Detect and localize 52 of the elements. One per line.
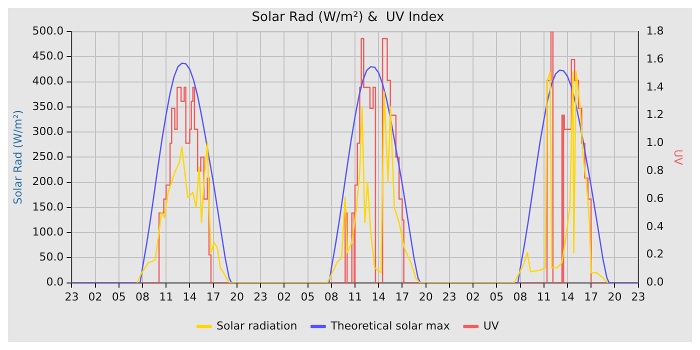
x-tick-label: 05 bbox=[112, 290, 126, 304]
y-tick-label: 500.0 bbox=[32, 24, 64, 38]
x-tick-label: 11 bbox=[536, 290, 551, 304]
y-tick-label: 250.0 bbox=[32, 150, 64, 164]
y2-tick-label: 0.0 bbox=[646, 276, 664, 289]
x-tick-label: 08 bbox=[513, 290, 528, 304]
y2-tick-label: 0.8 bbox=[646, 164, 664, 178]
x-tick-label: 14 bbox=[560, 290, 574, 304]
y2-tick-label: 1.0 bbox=[646, 136, 664, 150]
y2-tick-label: 0.6 bbox=[646, 192, 664, 205]
y-tick-label: 100.0 bbox=[32, 225, 64, 238]
y-tick-label: 400.0 bbox=[32, 74, 64, 88]
legend-label: UV bbox=[483, 319, 500, 332]
y-tick-label: 300.0 bbox=[32, 124, 64, 138]
y-tick-label: 200.0 bbox=[32, 175, 64, 188]
x-tick-label: 08 bbox=[324, 290, 338, 304]
x-tick-label: 20 bbox=[608, 290, 622, 304]
x-tick-label: 23 bbox=[254, 290, 268, 304]
x-tick-label: 08 bbox=[136, 290, 150, 304]
legend-label: Theoretical solar max bbox=[330, 319, 450, 332]
x-tick-label: 23 bbox=[64, 290, 79, 304]
x-tick-label: 20 bbox=[418, 290, 433, 304]
x-tick-label: 23 bbox=[631, 290, 646, 304]
y-tick-label: 350.0 bbox=[32, 100, 64, 113]
y-tick-label: 50.0 bbox=[39, 250, 64, 264]
x-tick-label: 14 bbox=[182, 290, 197, 304]
y-tick-label: 0.0 bbox=[46, 276, 64, 289]
y-axis-title: Solar Rad (W/m²) bbox=[11, 110, 24, 204]
x-tick-label: 05 bbox=[300, 290, 315, 304]
x-tick-label: 02 bbox=[277, 290, 292, 304]
x-tick-label: 23 bbox=[442, 290, 456, 304]
x-tick-label: 17 bbox=[206, 290, 220, 304]
x-tick-label: 14 bbox=[372, 290, 386, 304]
y2-tick-label: 1.2 bbox=[646, 108, 664, 122]
y2-tick-label: 1.8 bbox=[646, 24, 664, 38]
x-tick-label: 11 bbox=[348, 290, 362, 304]
y2-tick-label: 1.4 bbox=[646, 80, 664, 94]
x-tick-label: 17 bbox=[395, 290, 410, 304]
y2-tick-label: 1.6 bbox=[646, 52, 664, 66]
y2-axis-title: UV bbox=[672, 149, 685, 166]
y2-tick-label: 0.4 bbox=[646, 220, 664, 233]
x-tick-label: 11 bbox=[159, 290, 174, 304]
legend-label: Solar radiation bbox=[216, 319, 298, 332]
x-tick-label: 05 bbox=[490, 290, 504, 304]
x-tick-label: 20 bbox=[230, 290, 244, 304]
x-tick-label: 17 bbox=[584, 290, 598, 304]
x-tick-label: 02 bbox=[466, 290, 480, 304]
y-tick-label: 150.0 bbox=[32, 200, 64, 214]
chart-title: Solar Rad (W/m²) & UV Index bbox=[252, 10, 445, 26]
x-tick-label: 02 bbox=[88, 290, 102, 304]
y-tick-label: 450.0 bbox=[32, 50, 64, 63]
y2-tick-label: 0.2 bbox=[646, 248, 664, 261]
